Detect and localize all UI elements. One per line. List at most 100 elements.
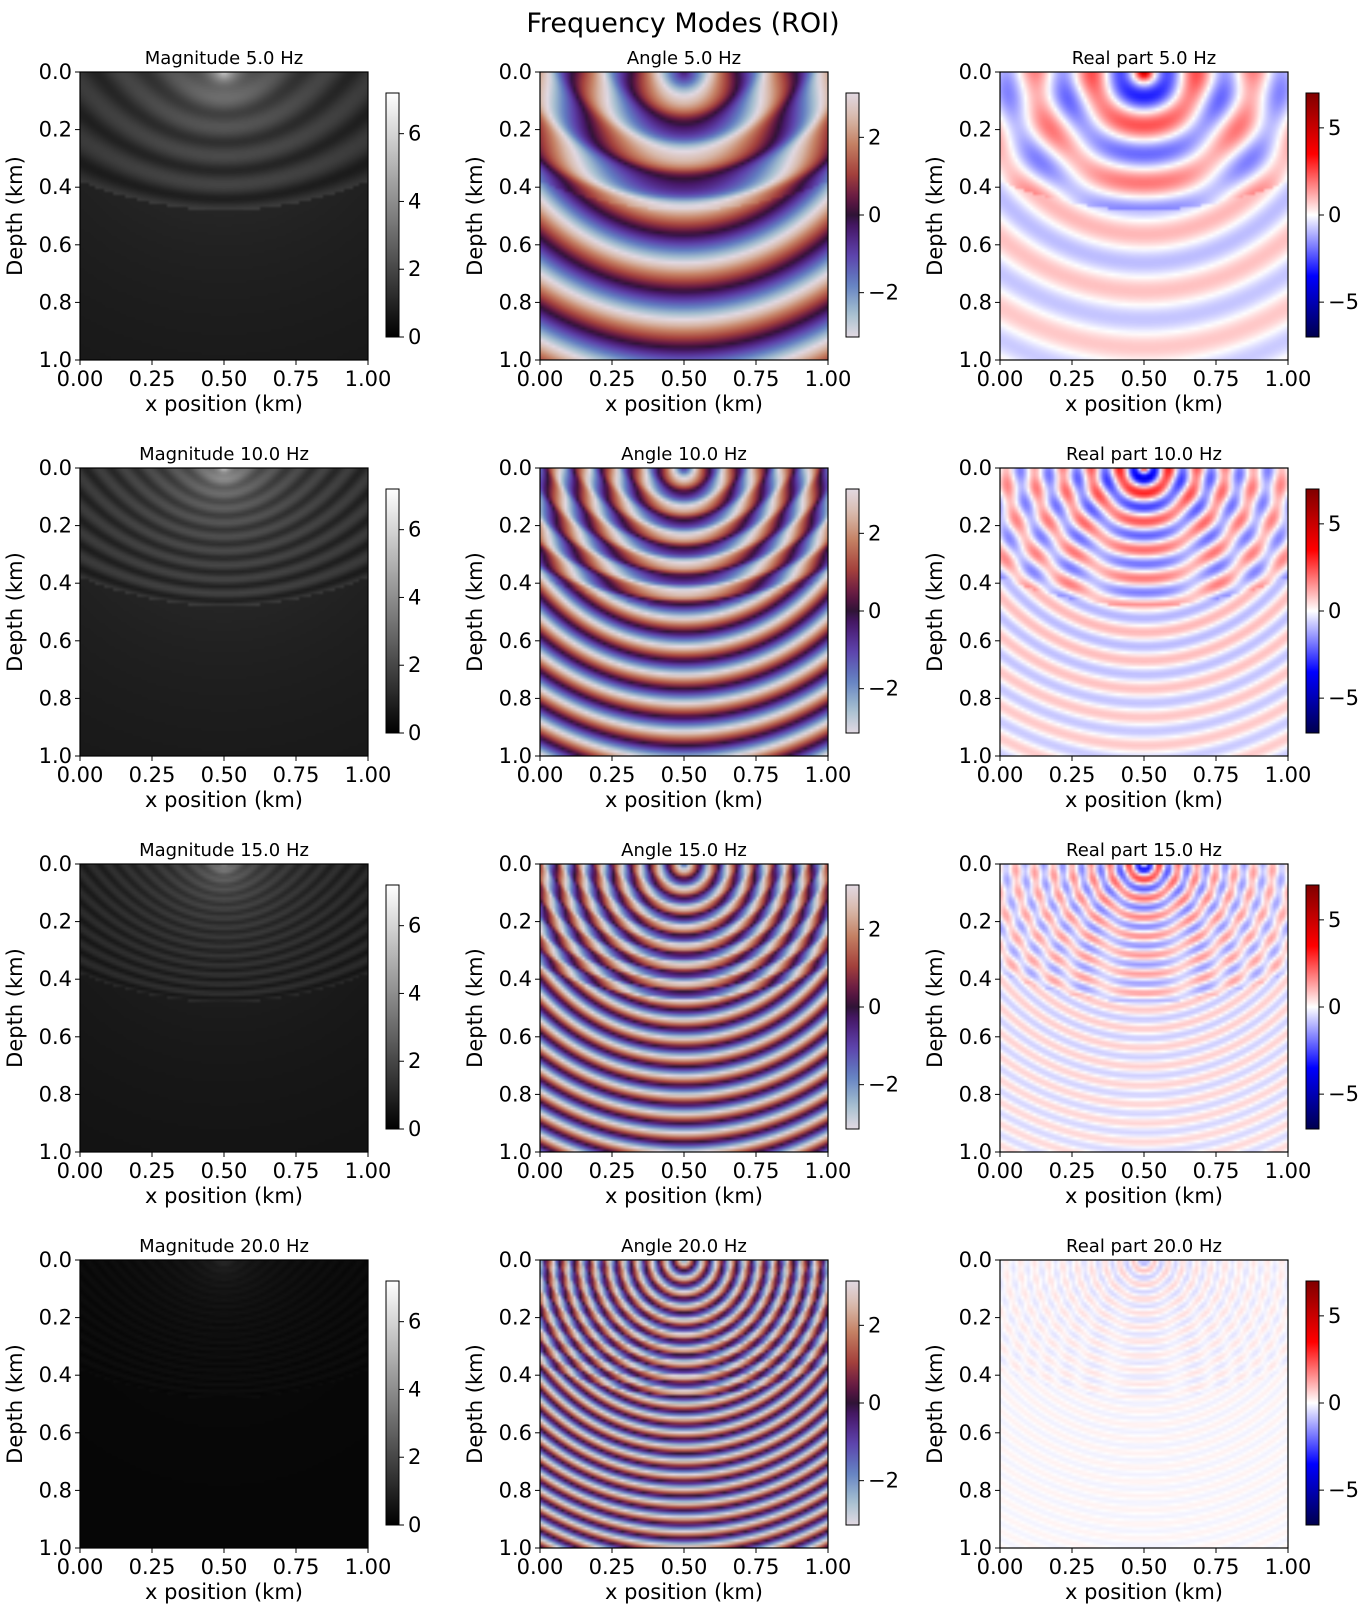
- colorbar-tick-label: 0: [868, 599, 881, 623]
- colorbar-tick-label: 0: [1328, 599, 1341, 623]
- x-tick-label: 0.25: [589, 763, 636, 787]
- x-tick-label: 1.00: [805, 367, 852, 391]
- y-axis-label: Depth (km): [463, 552, 487, 672]
- colorbar-tick-label: −2: [868, 677, 899, 701]
- heatmap-image: [80, 1260, 368, 1548]
- panel-title: Magnitude 20.0 Hz: [139, 1236, 309, 1257]
- x-tick-label: 0.75: [273, 1159, 320, 1183]
- y-tick-label: 0.8: [39, 686, 72, 710]
- panel-real-5: Real part 5.0 Hz0.00 0.25 0.50 0.75 1.00x po…: [923, 48, 1359, 416]
- y-tick-label: 0.8: [959, 290, 992, 314]
- y-tick-label: 1.0: [959, 1536, 992, 1560]
- y-tick-label: 0.6: [499, 1025, 532, 1049]
- x-tick-label: 0.25: [1049, 1555, 1096, 1579]
- x-axis-label: x position (km): [605, 1184, 763, 1208]
- panel-grid: Magnitude 5.0 Hz0.00 0.25 0.50 0.75 1.00x po…: [3, 48, 1359, 1604]
- x-tick-label: 0.25: [129, 763, 176, 787]
- y-tick-label: 0.4: [39, 1363, 72, 1387]
- y-axis-label: Depth (km): [3, 948, 27, 1068]
- y-tick-label: 0.8: [39, 290, 72, 314]
- colorbar-tick-label: 2: [868, 521, 881, 545]
- y-tick-label: 0.0: [39, 60, 72, 84]
- y-tick-label: 0.0: [959, 1248, 992, 1272]
- y-tick-label: 1.0: [39, 744, 72, 768]
- x-tick-label: 0.75: [733, 763, 780, 787]
- x-axis-label: x position (km): [145, 392, 303, 416]
- panel-magnitude-15: Magnitude 15.0 Hz0.00 0.25 0.50 0.75 1.00x p…: [3, 840, 421, 1208]
- y-tick-label: 0.2: [499, 514, 532, 538]
- x-tick-label: 0.75: [1193, 763, 1240, 787]
- panel-real-10: Real part 10.0 Hz0.00 0.25 0.50 0.75 1.00x p…: [923, 444, 1359, 812]
- y-axis-label: Depth (km): [463, 1344, 487, 1464]
- colorbar-tick-label: 0: [1328, 203, 1341, 227]
- panel-angle-5: Angle 5.0 Hz0.00 0.25 0.50 0.75 1.00x positi…: [463, 48, 899, 416]
- x-axis-label: x position (km): [145, 1580, 303, 1604]
- x-tick-label: 0.50: [201, 1555, 248, 1579]
- heatmap-image: [1000, 1260, 1288, 1548]
- x-tick-label: 0.00: [977, 763, 1024, 787]
- figure-title: Frequency Modes (ROI): [526, 8, 839, 39]
- y-tick-label: 0.4: [959, 571, 992, 595]
- panel-angle-20: Angle 20.0 Hz0.00 0.25 0.50 0.75 1.00x posit…: [463, 1236, 899, 1604]
- x-tick-label: 0.75: [733, 1555, 780, 1579]
- y-tick-label: 0.0: [39, 1248, 72, 1272]
- colorbar: [1305, 1280, 1320, 1526]
- colorbar-tick-label: −2: [868, 1469, 899, 1493]
- y-tick-label: 0.6: [39, 1421, 72, 1445]
- x-tick-label: 0.50: [1121, 367, 1168, 391]
- x-tick-label: 0.25: [129, 1555, 176, 1579]
- x-tick-label: 1.00: [345, 763, 392, 787]
- x-tick-label: 1.00: [345, 1159, 392, 1183]
- colorbar-tick-label: 2: [408, 653, 421, 677]
- x-tick-label: 1.00: [805, 1159, 852, 1183]
- x-tick-label: 0.00: [517, 1555, 564, 1579]
- y-tick-label: 0.8: [39, 1082, 72, 1106]
- y-tick-label: 0.0: [39, 456, 72, 480]
- y-axis-label: Depth (km): [463, 156, 487, 276]
- y-tick-label: 0.6: [959, 1421, 992, 1445]
- x-tick-label: 0.75: [1193, 367, 1240, 391]
- y-tick-label: 0.0: [959, 60, 992, 84]
- y-tick-label: 0.6: [959, 1025, 992, 1049]
- x-tick-label: 1.00: [1265, 763, 1312, 787]
- colorbar-tick-label: 6: [408, 914, 421, 938]
- colorbar-tick-label: 5: [1328, 908, 1341, 932]
- colorbar-tick-label: 0: [1328, 995, 1341, 1019]
- x-tick-label: 0.25: [129, 1159, 176, 1183]
- y-tick-label: 0.8: [959, 1478, 992, 1502]
- x-tick-label: 0.50: [201, 1159, 248, 1183]
- colorbar: [1305, 488, 1320, 734]
- x-tick-label: 1.00: [345, 367, 392, 391]
- heatmap-image: [1000, 468, 1288, 756]
- colorbar-tick-label: 0: [408, 1117, 421, 1141]
- y-tick-label: 0.4: [39, 175, 72, 199]
- colorbar: [1305, 884, 1320, 1130]
- x-tick-label: 0.00: [517, 763, 564, 787]
- x-axis-label: x position (km): [1065, 1184, 1223, 1208]
- x-tick-label: 1.00: [805, 1555, 852, 1579]
- panel-title: Real part 10.0 Hz: [1066, 444, 1222, 465]
- x-tick-label: 0.50: [661, 763, 708, 787]
- panel-magnitude-5: Magnitude 5.0 Hz0.00 0.25 0.50 0.75 1.00x po…: [3, 48, 421, 416]
- x-axis-label: x position (km): [145, 1184, 303, 1208]
- x-tick-label: 0.75: [1193, 1555, 1240, 1579]
- x-tick-label: 0.75: [1193, 1159, 1240, 1183]
- colorbar: [1305, 92, 1320, 338]
- x-tick-label: 1.00: [1265, 1159, 1312, 1183]
- y-tick-label: 1.0: [499, 348, 532, 372]
- y-tick-label: 1.0: [959, 348, 992, 372]
- x-axis-label: x position (km): [605, 1580, 763, 1604]
- y-axis-label: Depth (km): [3, 1344, 27, 1464]
- y-tick-label: 0.0: [959, 456, 992, 480]
- y-tick-label: 0.2: [39, 1306, 72, 1330]
- y-axis-label: Depth (km): [463, 948, 487, 1068]
- panel-title: Real part 20.0 Hz: [1066, 1236, 1222, 1257]
- heatmap-image: [1000, 864, 1288, 1152]
- y-tick-label: 0.0: [499, 60, 532, 84]
- heatmap-image: [1000, 72, 1288, 360]
- x-tick-label: 1.00: [1265, 1555, 1312, 1579]
- y-tick-label: 1.0: [959, 1140, 992, 1164]
- colorbar-tick-label: −5: [1328, 290, 1359, 314]
- y-tick-label: 0.8: [39, 1478, 72, 1502]
- colorbar-tick-label: −2: [868, 1073, 899, 1097]
